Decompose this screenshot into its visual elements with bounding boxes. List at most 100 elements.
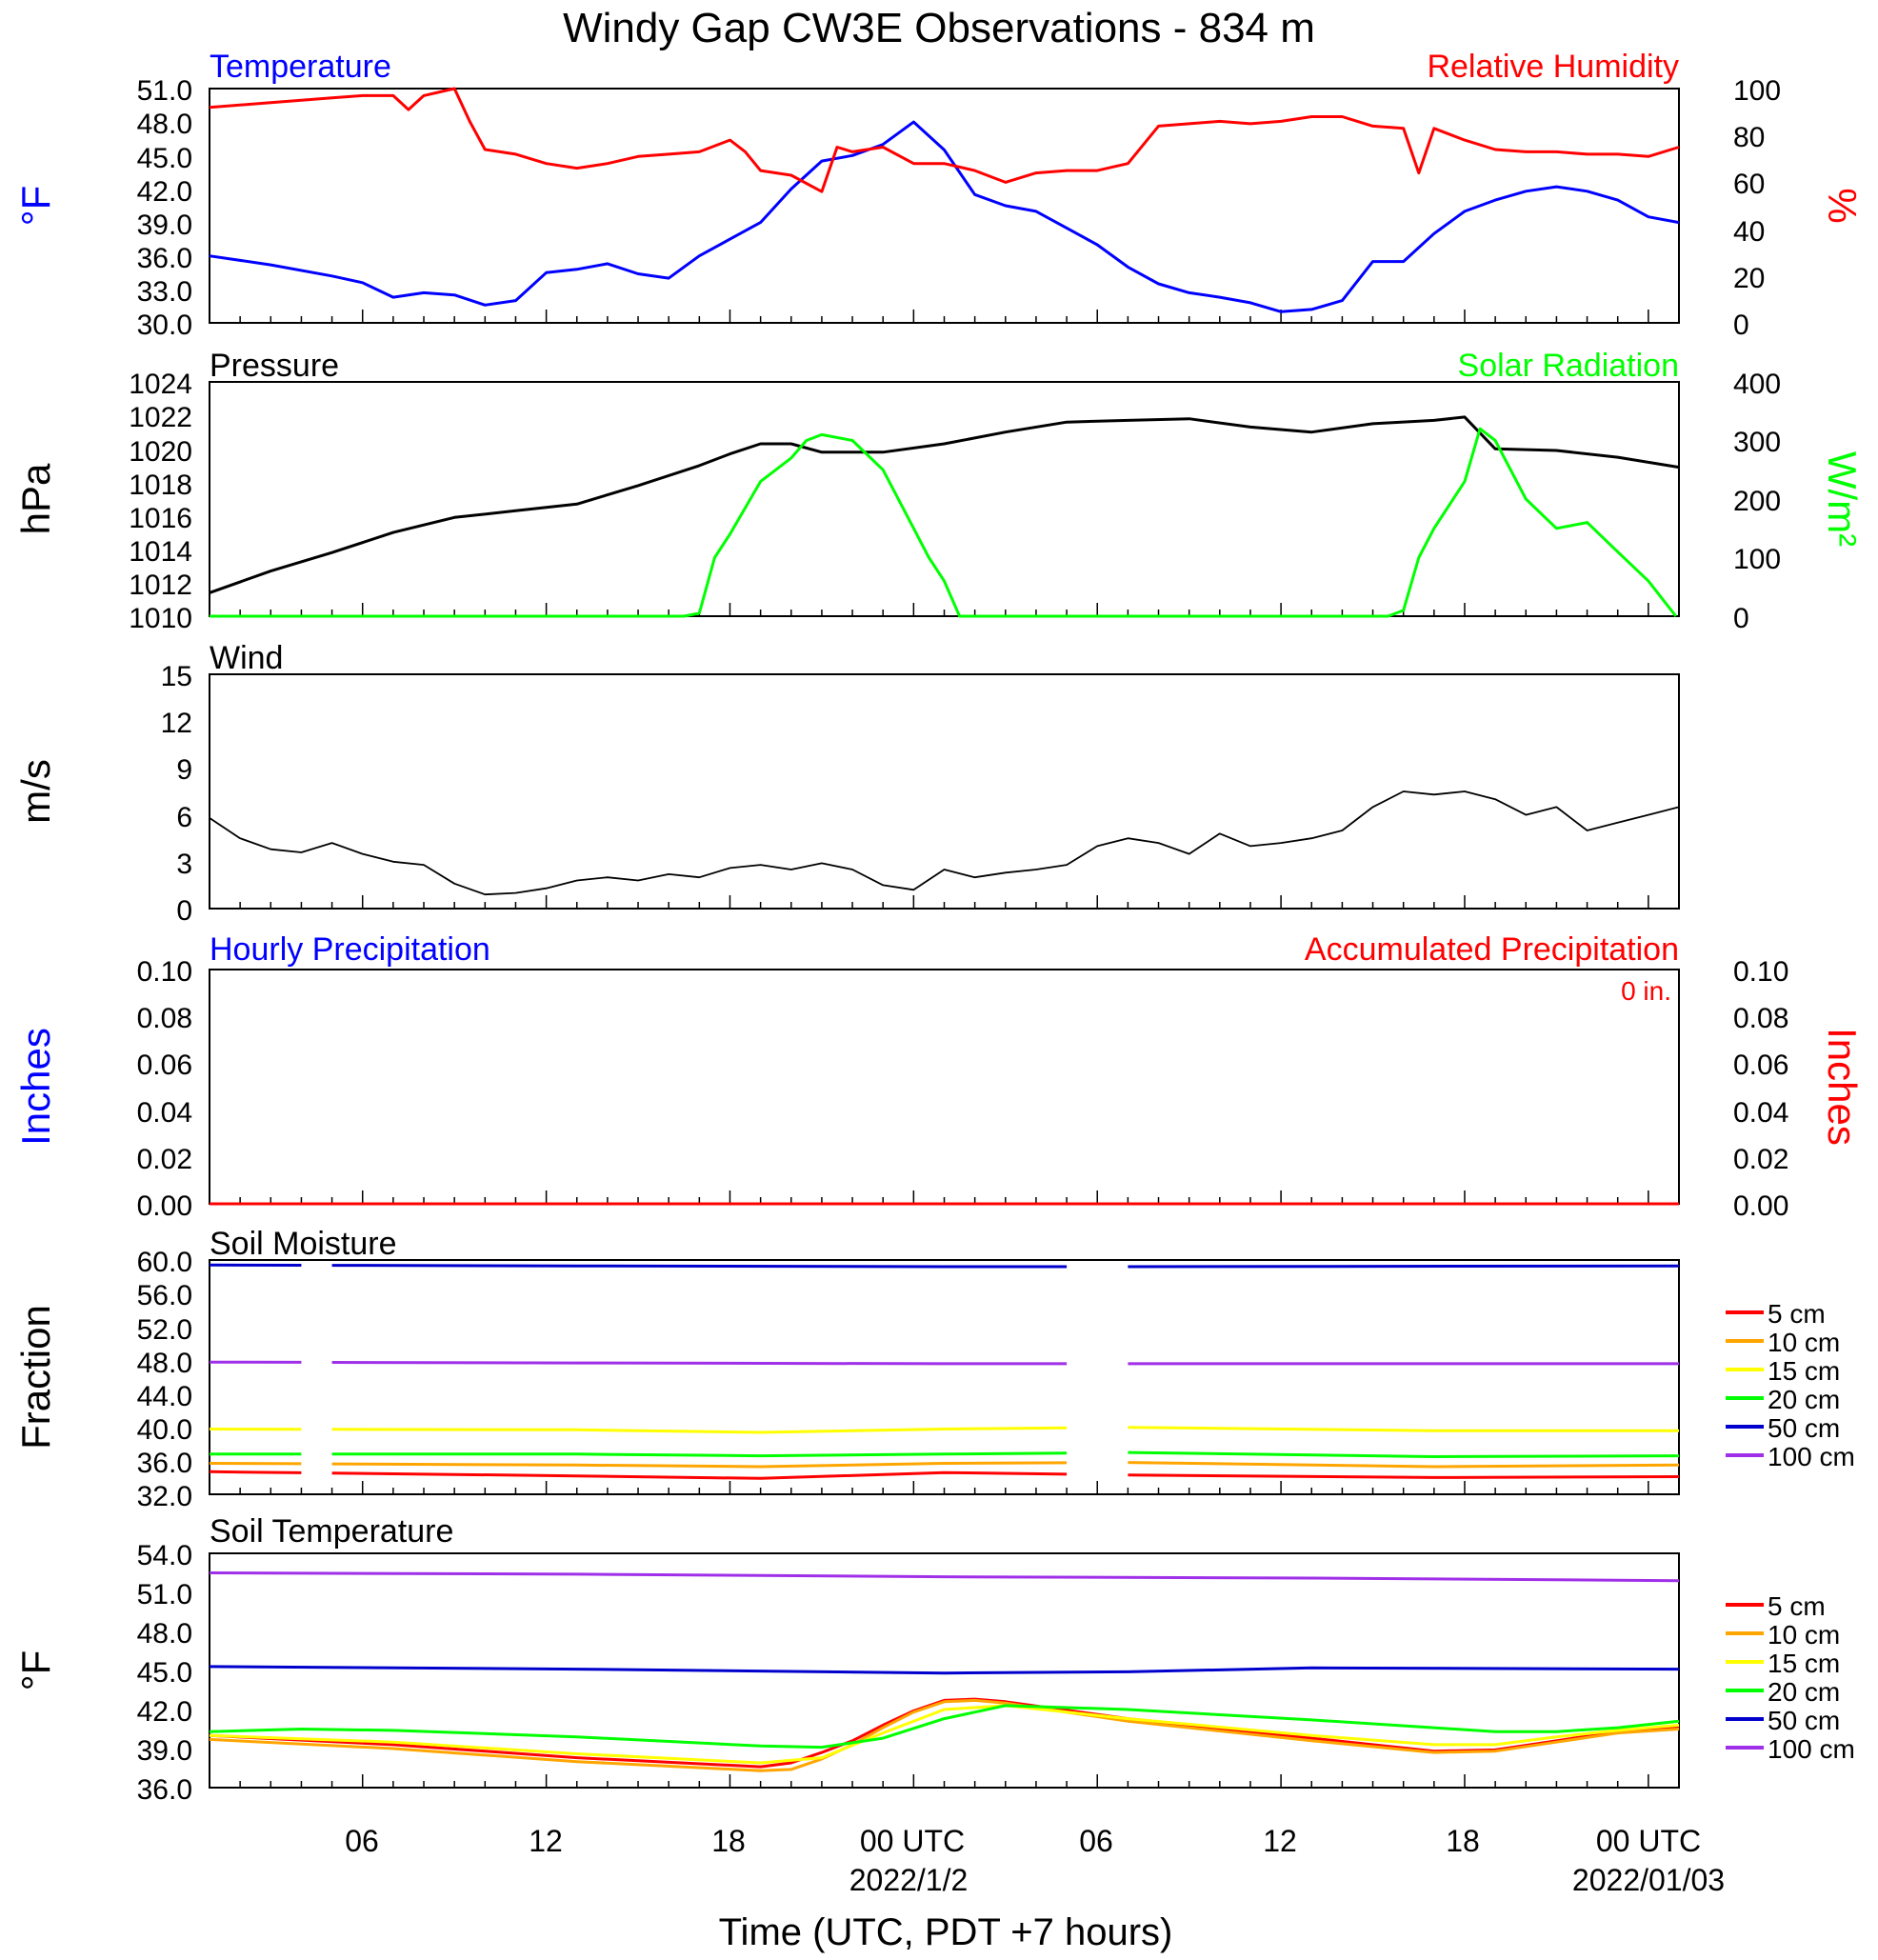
series-line: [331, 1264, 1068, 1269]
legend-label: 100 cm: [1768, 1734, 1855, 1764]
right-unit-label: Inches: [1820, 1028, 1865, 1146]
y-tick-label: 54.0: [137, 1540, 192, 1571]
y-tick-label: 45.0: [137, 1657, 192, 1689]
series-line: [1128, 1426, 1679, 1432]
series-group: [209, 1263, 1680, 1494]
panel-pressure-solar: Pressure Solar Radiation hPa W/m² 1010 1…: [13, 348, 1865, 634]
y2-tick-label: 0.04: [1733, 1097, 1788, 1129]
legend-label: 50 cm: [1768, 1706, 1840, 1735]
y-tick-label: 1010: [129, 603, 192, 634]
series-line: [331, 1426, 1068, 1434]
series-line: [1128, 1264, 1680, 1269]
y-tick-label: 51.0: [137, 1579, 192, 1610]
panel-right-title: Accumulated Precipitation: [1305, 931, 1679, 968]
y-tick-label: 48.0: [137, 109, 192, 140]
y2-tick-label: 200: [1733, 486, 1781, 517]
y-tick-label: 0.08: [137, 1003, 192, 1034]
y-tick-label: 0.02: [137, 1144, 192, 1175]
y-tick-label: 15: [161, 661, 192, 692]
series-group: [209, 87, 1680, 323]
panel-soil-temperature: Soil Temperature °F 36.0 39.0 42.0 45.0 …: [13, 1513, 1855, 1806]
series-line: [209, 120, 1680, 313]
x-date-label: 2022/1/2: [849, 1863, 969, 1897]
y-tick-label: 1024: [129, 369, 192, 400]
left-tick-labels: 0 3 6 9 12 15: [161, 661, 192, 927]
legend-soil-moisture: 5 cm 10 cm 15 cm 20 cm 50 cm 100 cm: [1726, 1299, 1855, 1471]
left-tick-labels: 0.00 0.02 0.04 0.06 0.08 0.10: [137, 956, 192, 1222]
y-tick-label: 1020: [129, 436, 192, 468]
y2-tick-label: 0: [1733, 603, 1749, 634]
y-tick-label: 6: [176, 802, 192, 833]
series-line: [209, 1571, 1680, 1583]
y-tick-label: 42.0: [137, 1696, 192, 1728]
series-line: [1128, 1473, 1680, 1479]
accumulated-annotation: 0 in.: [1621, 976, 1671, 1006]
legend-label: 15 cm: [1768, 1356, 1840, 1386]
y-tick-label: 52.0: [137, 1314, 192, 1346]
left-unit-label: m/s: [13, 759, 58, 824]
left-tick-labels: 36.0 39.0 42.0 45.0 48.0 51.0 54.0: [137, 1540, 192, 1806]
x-tick-label: 12: [529, 1824, 563, 1858]
series-group: [209, 1571, 1680, 1788]
series-line: [210, 427, 1677, 618]
series-line: [209, 1698, 1680, 1772]
x-axis-title: Time (UTC, PDT +7 hours): [719, 1911, 1173, 1953]
legend-label: 10 cm: [1768, 1328, 1840, 1357]
y-tick-label: 0.04: [137, 1097, 192, 1129]
panel-left-title: Soil Temperature: [210, 1513, 453, 1550]
x-tick-label: 06: [1079, 1824, 1113, 1858]
chart-title: Windy Gap CW3E Observations - 834 m: [563, 5, 1315, 51]
y-tick-label: 33.0: [137, 276, 192, 308]
series-line: [331, 1361, 1068, 1366]
panel-wind: Wind m/s 0 3 6 9 12 15: [13, 640, 1680, 927]
panel-left-title: Hourly Precipitation: [210, 931, 490, 968]
y2-tick-label: 80: [1733, 122, 1765, 153]
left-unit-label: hPa: [13, 463, 58, 534]
y-tick-label: 48.0: [137, 1348, 192, 1379]
panel-left-title: Soil Moisture: [210, 1226, 397, 1262]
series-line: [209, 790, 1680, 896]
series-line: [209, 1665, 1680, 1675]
series-line: [209, 415, 1680, 594]
y-tick-label: 36.0: [137, 1448, 192, 1479]
y-tick-label: 9: [176, 754, 192, 786]
legend-label: 20 cm: [1768, 1385, 1840, 1414]
y2-tick-label: 300: [1733, 427, 1781, 458]
x-tick-label: 00 UTC: [1596, 1824, 1701, 1858]
y2-tick-label: 20: [1733, 263, 1765, 294]
series-line: [1128, 1461, 1680, 1469]
panel-frame: [209, 88, 1680, 324]
legend-label: 5 cm: [1768, 1299, 1826, 1329]
right-tick-labels: 0 100 200 300 400: [1733, 369, 1781, 634]
series-line: [1128, 1450, 1680, 1458]
legend-label: 10 cm: [1768, 1620, 1840, 1650]
y-tick-label: 0.00: [137, 1190, 192, 1222]
panel-soil-moisture: Soil Moisture Fraction 32.0 36.0 40.0 44…: [13, 1226, 1855, 1512]
y-tick-label: 42.0: [137, 176, 192, 208]
y-tick-label: 32.0: [137, 1481, 192, 1512]
series-group: [209, 1190, 1680, 1206]
y2-tick-label: 0: [1733, 310, 1749, 341]
panel-left-title: Temperature: [210, 49, 391, 85]
x-tick-label: 12: [1263, 1824, 1297, 1858]
panel-frame: [209, 1259, 1680, 1495]
y2-tick-label: 0.00: [1733, 1190, 1788, 1222]
left-tick-labels: 1010 1012 1014 1016 1018 1020 1022 1024: [129, 369, 192, 634]
y-tick-label: 0.10: [137, 956, 192, 988]
right-tick-labels: 0 20 40 60 80 100: [1733, 75, 1781, 341]
x-tick-label: 00 UTC: [860, 1824, 965, 1858]
series-group: [209, 415, 1680, 618]
y-tick-label: 30.0: [137, 310, 192, 341]
left-unit-label: °F: [13, 1650, 58, 1690]
y-tick-label: 44.0: [137, 1381, 192, 1412]
left-tick-labels: 30.0 33.0 36.0 39.0 42.0 45.0 48.0 51.0: [137, 75, 192, 341]
y-tick-label: 1016: [129, 503, 192, 534]
y-tick-label: 1014: [129, 536, 192, 568]
panel-frame: [209, 969, 1680, 1205]
right-unit-label: W/m²: [1820, 451, 1865, 547]
x-date-label: 2022/01/03: [1572, 1863, 1725, 1897]
left-unit-label: °F: [13, 186, 58, 226]
y-tick-label: 36.0: [137, 243, 192, 274]
y2-tick-label: 0.06: [1733, 1050, 1788, 1081]
